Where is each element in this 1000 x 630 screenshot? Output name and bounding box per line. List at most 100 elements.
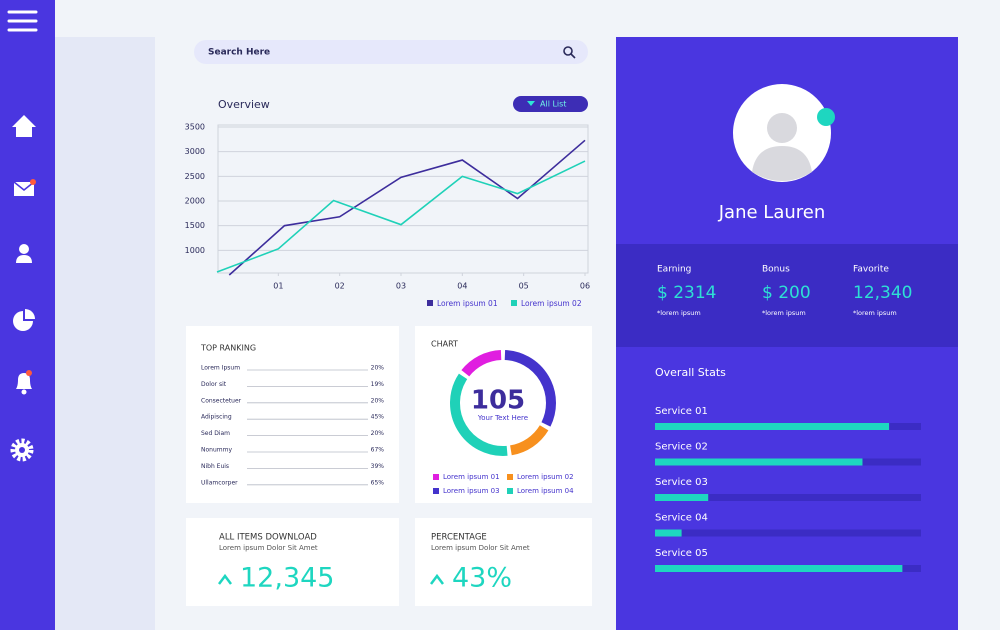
x-tick-label: 01: [273, 282, 283, 291]
home-icon[interactable]: [12, 115, 36, 137]
ranking-title: TOP RANKING: [200, 344, 256, 353]
donut-center-text: Your Text Here: [477, 414, 528, 422]
card-subtitle: Lorem ipsum Dolor Sit Amet: [431, 544, 530, 552]
stat-label: Favorite: [853, 265, 889, 275]
bar-track: [655, 494, 921, 501]
ranking-name: Nibh Euis: [201, 463, 229, 470]
card-title: ALL ITEMS DOWNLOAD: [219, 533, 317, 543]
y-tick-label: 1000: [185, 246, 205, 255]
stat-note: *lorem ipsum: [853, 309, 897, 317]
stat-label: Bonus: [762, 265, 790, 275]
ranking-value: 20%: [371, 397, 385, 404]
donut-card: [415, 326, 592, 503]
ranking-name: Consectetuer: [201, 397, 242, 404]
bar-label: Service 01: [655, 406, 708, 417]
avatar-head: [767, 113, 797, 143]
legend-label: Lorem ipsum 02: [517, 473, 574, 481]
profile-stats-band: [616, 244, 958, 347]
card-title: PERCENTAGE: [431, 533, 487, 543]
legend-label: Lorem ipsum 01: [443, 473, 500, 481]
filter-caret: [527, 101, 535, 106]
card-subtitle: Lorem ipsum Dolor Sit Amet: [219, 544, 318, 552]
stat-label: Earning: [657, 265, 691, 275]
donut-title: CHART: [431, 340, 458, 349]
donut-segment: [461, 350, 502, 377]
legend-swatch: [433, 488, 439, 494]
card-value: 12,345: [240, 563, 334, 594]
stats-title: Overall Stats: [655, 366, 726, 379]
ranking-name: Sed Diam: [201, 430, 230, 437]
y-tick-label: 2500: [185, 172, 205, 181]
ranking-name: Lorem Ipsum: [201, 365, 240, 372]
user-icon[interactable]: [16, 244, 32, 263]
donut-segment: [509, 425, 549, 456]
bar: [655, 494, 709, 501]
stat-note: *lorem ipsum: [762, 309, 806, 317]
ranking-value: 20%: [371, 365, 385, 372]
y-tick-label: 3000: [185, 147, 205, 156]
legend-label: Lorem ipsum 03: [443, 487, 500, 495]
stat-note: *lorem ipsum: [657, 309, 701, 317]
bar-track: [655, 529, 921, 537]
ranking-name: Dolor sit: [201, 381, 227, 388]
x-tick-label: 03: [396, 282, 406, 291]
up-caret: [218, 573, 232, 585]
legend-swatch: [427, 300, 433, 306]
donut-segment: [450, 373, 508, 456]
legend-label: Lorem ipsum 01: [437, 299, 498, 308]
ranking-value: 67%: [371, 447, 385, 454]
x-tick-label: 04: [457, 282, 467, 291]
avatar-body: [752, 146, 812, 181]
ranking-card: [186, 326, 399, 503]
donut-segment: [504, 350, 556, 427]
bell-icon[interactable]: [16, 370, 32, 395]
filter-label: All List: [540, 100, 566, 109]
x-tick-label: 02: [335, 282, 345, 291]
ranking-value: 45%: [371, 414, 385, 421]
bar-label: Service 02: [655, 442, 708, 453]
plot-frame: [217, 124, 589, 274]
y-tick-label: 1500: [185, 221, 205, 230]
bar-label: Service 03: [655, 477, 708, 488]
profile-name: Jane Lauren: [718, 202, 826, 223]
ranking-value: 19%: [371, 381, 385, 388]
ranking-name: Adipiscing: [201, 414, 232, 421]
search-bar[interactable]: [194, 40, 588, 64]
stat-value: $ 200: [762, 283, 811, 303]
search-placeholder: Search Here: [208, 48, 270, 58]
bar: [655, 458, 863, 466]
card-value: 43%: [452, 563, 512, 594]
x-tick-label: 05: [519, 282, 529, 291]
side-panel: [55, 37, 155, 630]
up-caret: [430, 573, 444, 585]
search-icon[interactable]: [563, 46, 576, 59]
download-card: [186, 518, 399, 606]
menu-icon[interactable]: [7, 10, 38, 32]
bar: [655, 423, 890, 430]
legend-swatch: [511, 300, 517, 306]
bar: [655, 529, 682, 537]
mail-icon[interactable]: [13, 179, 36, 196]
filter-button[interactable]: [513, 96, 588, 112]
line-series: [216, 160, 586, 273]
bar-label: Service 05: [655, 548, 708, 559]
x-tick-label: 06: [580, 282, 590, 291]
stat-value: $ 2314: [657, 283, 716, 303]
bar-label: Service 04: [655, 513, 708, 524]
legend-swatch: [433, 474, 439, 480]
legend-label: Lorem ipsum 02: [521, 299, 582, 308]
percentage-card: [415, 518, 592, 606]
line-series: [228, 139, 586, 276]
legend-swatch: [507, 488, 513, 494]
legend-swatch: [507, 474, 513, 480]
y-tick-label: 2000: [185, 197, 205, 206]
bar: [655, 565, 903, 572]
y-tick-label: 3500: [185, 123, 205, 132]
ranking-value: 39%: [371, 463, 385, 470]
settings-icon[interactable]: [10, 438, 34, 462]
pie-icon[interactable]: [13, 309, 35, 331]
status-dot: [817, 108, 835, 126]
ranking-value: 65%: [371, 479, 385, 486]
legend-label: Lorem ipsum 04: [517, 487, 574, 495]
